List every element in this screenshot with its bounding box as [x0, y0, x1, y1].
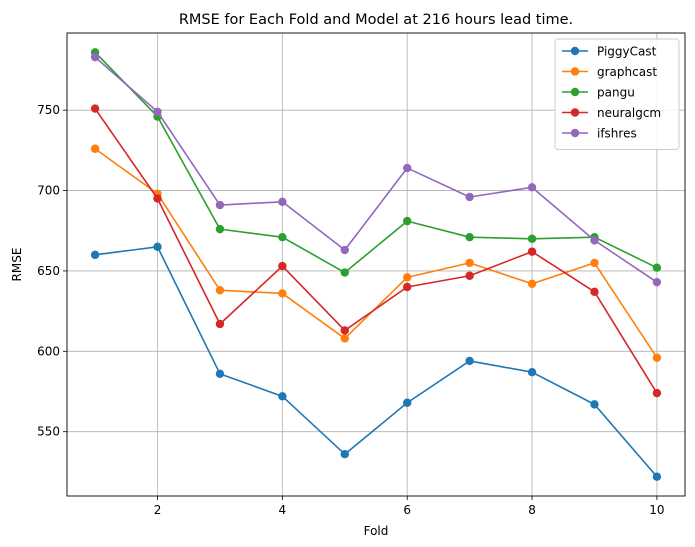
- y-tick-label: 650: [37, 264, 60, 278]
- data-point: [278, 232, 287, 242]
- y-tick-label: 750: [37, 103, 60, 117]
- legend-marker: [570, 46, 580, 56]
- data-point: [215, 319, 225, 329]
- data-point: [215, 224, 225, 234]
- data-point: [403, 273, 412, 282]
- data-point: [340, 334, 349, 343]
- series-line: [94, 51, 658, 274]
- legend-label: neuralgcm: [597, 106, 661, 120]
- series-piggycast: [90, 242, 662, 481]
- data-point: [278, 289, 287, 298]
- legend-marker: [570, 128, 580, 138]
- data-point: [465, 232, 474, 242]
- series-line: [94, 246, 658, 478]
- data-point: [278, 197, 287, 207]
- data-point: [465, 271, 474, 280]
- data-point: [652, 263, 662, 272]
- legend-box: [554, 38, 680, 150]
- data-point: [340, 245, 349, 255]
- data-point: [527, 279, 537, 288]
- data-point: [527, 247, 537, 256]
- plot-frame: [66, 32, 686, 497]
- legend: PiggyCast graphcast pangu neuralgcm ifshres: [554, 38, 680, 150]
- legend-marker: [570, 87, 580, 97]
- data-point: [278, 392, 287, 401]
- data-point: [90, 250, 100, 260]
- data-point: [278, 261, 287, 271]
- x-tick-label: 8: [528, 503, 536, 517]
- data-point: [652, 388, 662, 398]
- data-point: [590, 236, 599, 245]
- data-point: [403, 398, 412, 407]
- data-point: [527, 234, 537, 243]
- series-neuralgcm: [90, 104, 662, 398]
- legend-label: PiggyCast: [597, 45, 657, 59]
- x-axis: 2 4 6 8 10: [154, 496, 665, 517]
- data-point: [153, 242, 162, 252]
- data-point: [465, 192, 474, 202]
- data-point: [215, 369, 225, 379]
- data-point: [340, 450, 349, 459]
- data-point: [340, 326, 349, 335]
- data-point: [90, 144, 100, 153]
- data-point: [153, 107, 162, 116]
- legend-marker: [570, 108, 580, 117]
- data-point: [90, 104, 100, 113]
- data-point: [652, 472, 662, 481]
- data-point: [527, 368, 537, 377]
- data-point: [153, 194, 162, 203]
- data-point: [403, 216, 412, 226]
- legend-label: graphcast: [597, 65, 657, 79]
- data-point: [527, 183, 537, 192]
- data-point: [590, 287, 599, 297]
- x-tick-label: 10: [649, 503, 664, 517]
- data-point: [340, 268, 349, 277]
- series-line: [94, 108, 658, 394]
- series-line: [94, 56, 658, 283]
- series-line: [94, 148, 658, 359]
- series-ifshres: [90, 52, 662, 287]
- legend-item: graphcast: [562, 65, 657, 79]
- data-point: [403, 163, 412, 173]
- data-point: [215, 286, 225, 295]
- legend-item: pangu: [562, 86, 635, 100]
- y-axis: 550 600 650 700 750: [37, 103, 67, 439]
- data-point: [590, 258, 599, 268]
- data-point: [465, 356, 474, 366]
- data-point: [90, 52, 100, 62]
- legend-item: PiggyCast: [562, 45, 657, 59]
- data-point: [215, 200, 225, 210]
- legend-label: ifshres: [597, 127, 637, 141]
- legend-item: ifshres: [562, 127, 637, 141]
- data-point: [652, 277, 662, 287]
- legend-item: neuralgcm: [562, 106, 661, 120]
- legend-label: pangu: [597, 86, 635, 100]
- data-point: [590, 400, 599, 409]
- x-tick-label: 4: [279, 503, 287, 517]
- series-graphcast: [90, 144, 662, 362]
- series-layer: [90, 48, 662, 481]
- x-axis-label: Fold: [364, 524, 389, 538]
- y-tick-label: 700: [37, 184, 60, 198]
- data-point: [403, 282, 412, 292]
- y-tick-label: 600: [37, 344, 60, 358]
- data-point: [652, 353, 662, 362]
- data-point: [465, 258, 474, 268]
- x-tick-label: 2: [154, 503, 162, 517]
- y-tick-label: 550: [37, 425, 60, 439]
- chart-title: RMSE for Each Fold and Model at 216 hour…: [179, 12, 573, 28]
- x-tick-label: 6: [403, 503, 411, 517]
- legend-marker: [570, 67, 580, 76]
- y-axis-label: RMSE: [10, 248, 24, 282]
